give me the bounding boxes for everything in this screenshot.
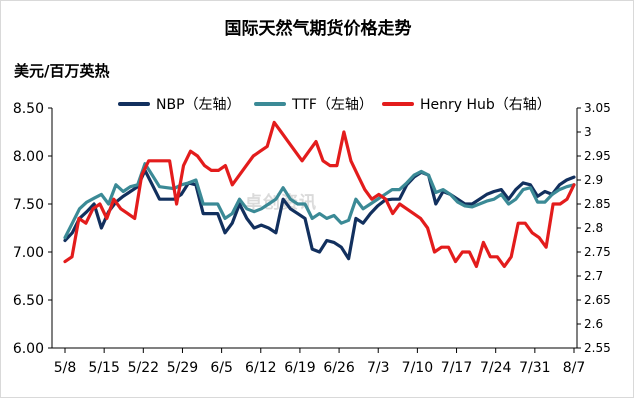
x-tick-label: 8/7 (563, 360, 586, 376)
x-tick-label: 5/29 (167, 360, 198, 376)
y-left-tick-label: 8.00 (13, 149, 44, 165)
x-tick-label: 7/3 (367, 360, 390, 376)
x-tick-label: 6/5 (210, 360, 233, 376)
x-tick-label: 6/12 (245, 360, 276, 376)
x-tick-label: 5/8 (54, 360, 77, 376)
chart-title: 国际天然气期货价格走势 (224, 19, 412, 39)
y-left-tick-label: 8.50 (13, 101, 44, 117)
x-tick-label: 7/10 (402, 360, 433, 376)
y-right-tick-label: 2.95 (584, 149, 611, 163)
legend-label-nbp: NBP（左轴） (156, 97, 241, 113)
y-right-tick-label: 2.75 (584, 245, 611, 259)
y-right-tick-label: 3 (584, 125, 592, 139)
x-tick-label: 6/19 (284, 360, 315, 376)
y-axis-unit-label: 美元/百万英热 (14, 62, 110, 80)
y-right-tick-label: 2.6 (584, 317, 603, 331)
y-right-tick-label: 2.9 (584, 173, 603, 187)
x-tick-label: 7/31 (519, 360, 550, 376)
legend-swatch-ttf (254, 102, 286, 106)
y-right-tick-label: 2.8 (584, 221, 603, 235)
series-line-henry-hub (63, 120, 576, 268)
y-left-tick-label: 7.50 (13, 197, 44, 213)
y-right-tick-label: 2.7 (584, 269, 603, 283)
legend-swatch-nbp (118, 102, 150, 106)
legend-label-henry-hub: Henry Hub（右轴） (420, 97, 551, 113)
legend-label-ttf: TTF（左轴） (292, 97, 373, 113)
y-right-tick-label: 2.55 (584, 341, 611, 355)
y-right-tick-label: 2.65 (584, 293, 611, 307)
x-tick-label: 5/15 (88, 360, 119, 376)
legend-item-ttf: TTF（左轴） (254, 94, 373, 114)
legend-item-nbp: NBP（左轴） (118, 94, 241, 114)
x-tick-label: 7/24 (480, 360, 512, 376)
legend-swatch-henry-hub (382, 102, 414, 106)
series-line-ttf (63, 162, 576, 240)
series-line-nbp (63, 168, 576, 261)
y-right-tick-label: 3.05 (584, 101, 611, 115)
x-tick-label: 6/26 (323, 360, 355, 376)
x-tick-label: 5/22 (128, 360, 159, 376)
x-tick-label: 7/17 (441, 360, 472, 376)
y-left-tick-label: 7.00 (13, 245, 44, 261)
y-left-tick-label: 6.50 (13, 293, 44, 309)
y-right-tick-label: 2.85 (584, 197, 611, 211)
y-left-tick-label: 6.00 (13, 341, 44, 357)
legend-item-henry-hub: Henry Hub（右轴） (382, 94, 551, 114)
